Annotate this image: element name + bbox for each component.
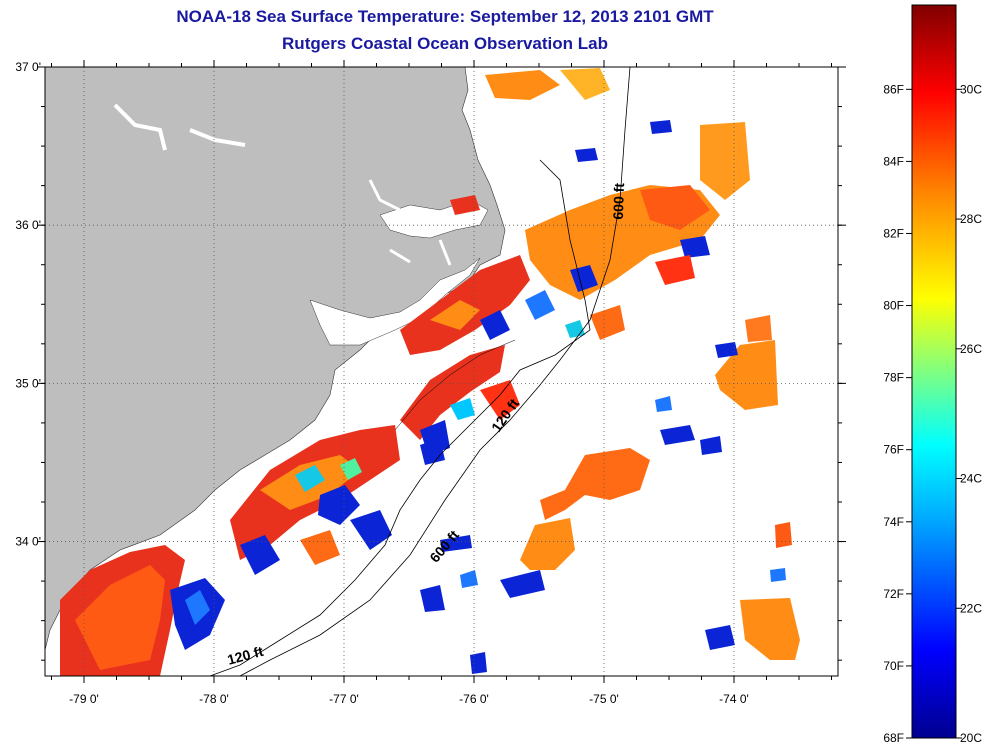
colorbar-c-label: 30C — [960, 82, 982, 96]
colorbar-f-label: 80F — [883, 299, 904, 313]
colorbar-f-label: 76F — [883, 443, 904, 457]
map-axes: -79 0' -78 0' -77 0' -76 0' -75 0' -74 0' 37 0… — [15, 60, 846, 706]
colorbar-c-label: 22C — [960, 601, 982, 615]
contour-coastal — [394, 339, 516, 431]
colorbar-c-label: 26C — [960, 342, 982, 356]
colorbar-c-label: 20C — [960, 731, 982, 745]
colorbar-f-label: 70F — [883, 659, 904, 673]
colorbar-ticks: 86F 84F 82F 80F 78F 76F 74F 72F 70F 68F 30C 28C 26C 2… — [883, 82, 982, 745]
albemarle-sound — [309, 257, 481, 346]
colorbar — [911, 4, 957, 739]
contour-120ft-north — [209, 159, 591, 676]
sst-data-layer — [60, 68, 800, 676]
colorbar-f-label: 86F — [883, 82, 904, 96]
lat-tick-label: 34 0' — [15, 535, 41, 549]
colorbar-f-label: 84F — [883, 154, 904, 168]
lat-tick-label: 35 0' — [15, 376, 41, 390]
map-title: NOAA-18 Sea Surface Temperature: Septemb… — [176, 7, 714, 26]
lat-tick-label: 36 0' — [15, 218, 41, 232]
lon-tick-label: -75 0' — [589, 692, 619, 706]
contour-600ft — [239, 67, 631, 676]
contour-label: 600 ft — [610, 182, 627, 219]
lat-tick-label: 37 0' — [15, 60, 41, 74]
colorbar-c-label: 24C — [960, 472, 982, 486]
colorbar-c-label: 28C — [960, 212, 982, 226]
lon-tick-label: -78 0' — [199, 692, 229, 706]
colorbar-f-label: 74F — [883, 515, 904, 529]
river-mid — [368, 179, 452, 266]
map-subtitle: Rutgers Coastal Ocean Observation Lab — [282, 34, 608, 53]
lon-tick-label: -79 0' — [69, 692, 99, 706]
river-north — [113, 103, 246, 151]
colorbar-f-label: 82F — [883, 226, 904, 240]
lat-lon-grid — [45, 67, 838, 676]
lon-tick-label: -74 0' — [719, 692, 749, 706]
colorbar-f-label: 78F — [883, 371, 904, 385]
colorbar-f-label: 72F — [883, 587, 904, 601]
lon-tick-label: -77 0' — [329, 692, 359, 706]
lon-tick-label: -76 0' — [459, 692, 489, 706]
colorbar-f-label: 68F — [883, 731, 904, 745]
